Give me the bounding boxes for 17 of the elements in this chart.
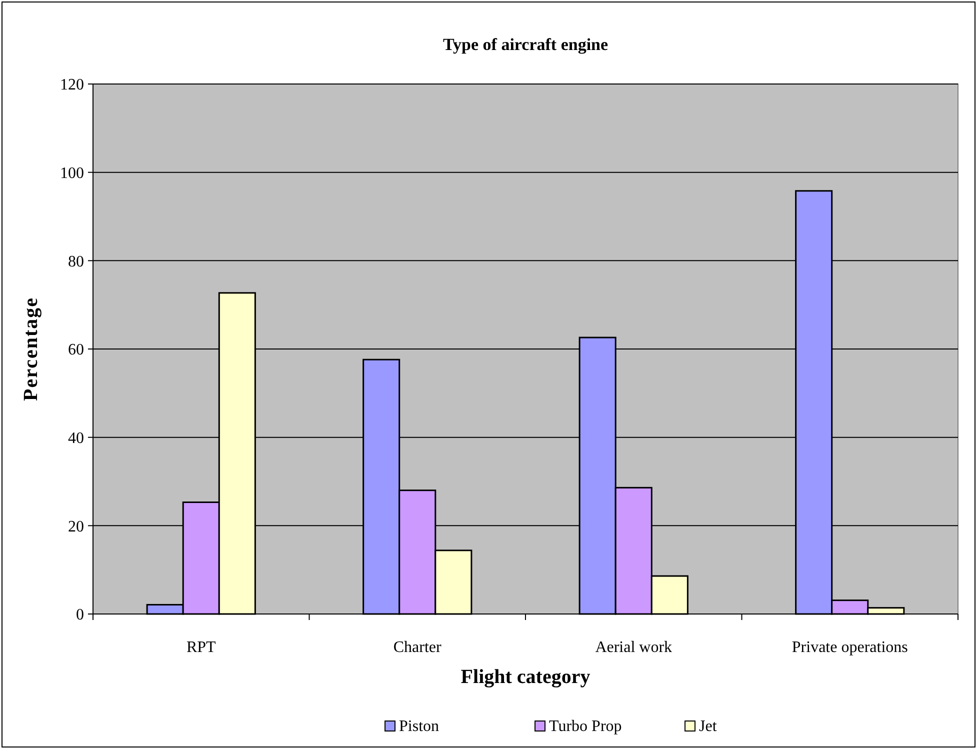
y-axis-title: Percentage xyxy=(20,296,42,402)
x-tick-label: RPT xyxy=(186,639,216,656)
y-tick-label: 20 xyxy=(68,518,84,536)
y-tick-label: 0 xyxy=(76,606,84,624)
legend-label: Turbo Prop xyxy=(549,718,622,735)
x-tick-label: Private operations xyxy=(792,639,908,656)
legend-label: Jet xyxy=(699,718,718,735)
y-tick-label: 80 xyxy=(68,253,84,270)
y-tick-label: 120 xyxy=(60,76,84,94)
chart-title: Type of aircraft engine xyxy=(442,35,608,54)
y-tick-label: 60 xyxy=(68,342,84,359)
legend-label: Piston xyxy=(399,718,440,735)
y-tick-label: 40 xyxy=(68,430,84,447)
x-tick-label: Charter xyxy=(393,639,442,656)
x-tick-label: Aerial work xyxy=(595,639,672,656)
y-tick-label: 100 xyxy=(60,164,84,182)
x-axis-title: Flight category xyxy=(460,666,590,688)
